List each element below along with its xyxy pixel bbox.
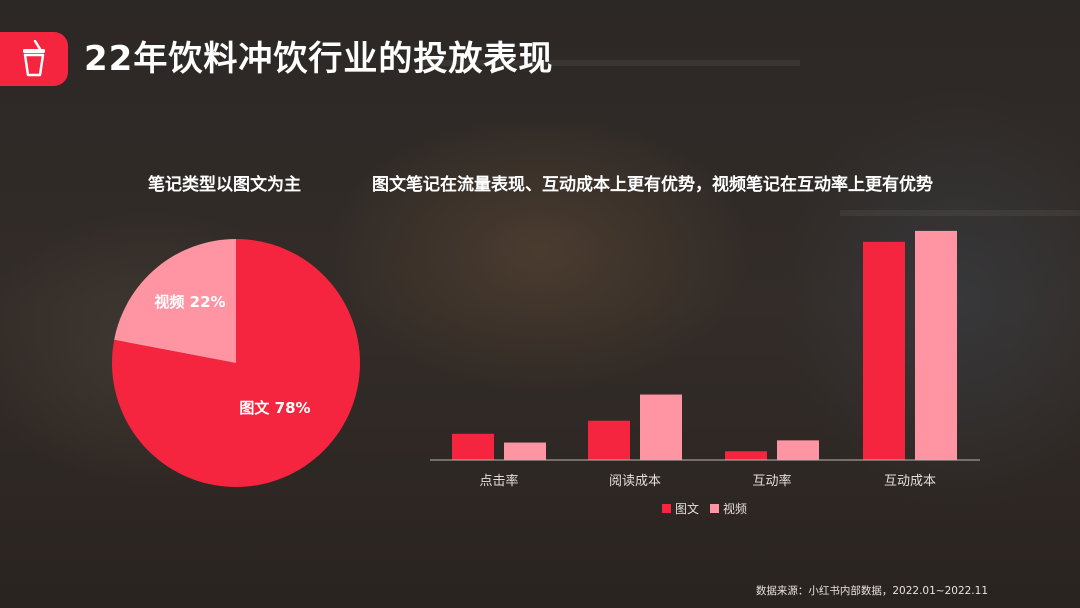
drink-cup-icon [23,40,45,77]
bar-图文-互动率 [725,451,767,460]
bar-视频-点击率 [504,442,546,460]
pie-slice-视频 [114,239,236,363]
page-title: 22年饮料冲饮行业的投放表现 [84,39,554,79]
bar-图文-阅读成本 [588,420,630,460]
pie-chart: 图文 78% 视频 22% [111,239,360,487]
header-tab [0,32,68,86]
x-tick-label: 阅读成本 [609,474,661,489]
bar-图文-点击率 [452,433,494,460]
x-tick-label: 点击率 [479,473,518,489]
pie-chart-subtitle: 笔记类型以图文为主 [148,175,301,195]
x-tick-label: 互动率 [752,473,791,489]
bar-视频-互动成本 [915,230,957,460]
shelf-decoration [420,60,800,66]
bar-视频-阅读成本 [640,394,682,460]
bar-图文-互动成本 [863,241,905,460]
pie-slice-label: 图文 78% [239,399,310,417]
legend-label: 视频 [723,501,747,516]
legend-swatch [662,504,671,513]
pie-slice-label: 视频 22% [154,293,225,311]
bar-视频-互动率 [777,440,819,460]
legend-label: 图文 [675,501,699,516]
bar-chart-subtitle: 图文笔记在流量表现、互动成本上更有优势，视频笔记在互动率上更有优势 [372,175,933,195]
data-source-note: 数据来源：小红书内部数据，2022.01~2022.11 [755,585,988,597]
shelf-decoration [840,210,1080,216]
x-tick-label: 互动成本 [884,474,936,489]
legend-swatch [710,504,719,513]
